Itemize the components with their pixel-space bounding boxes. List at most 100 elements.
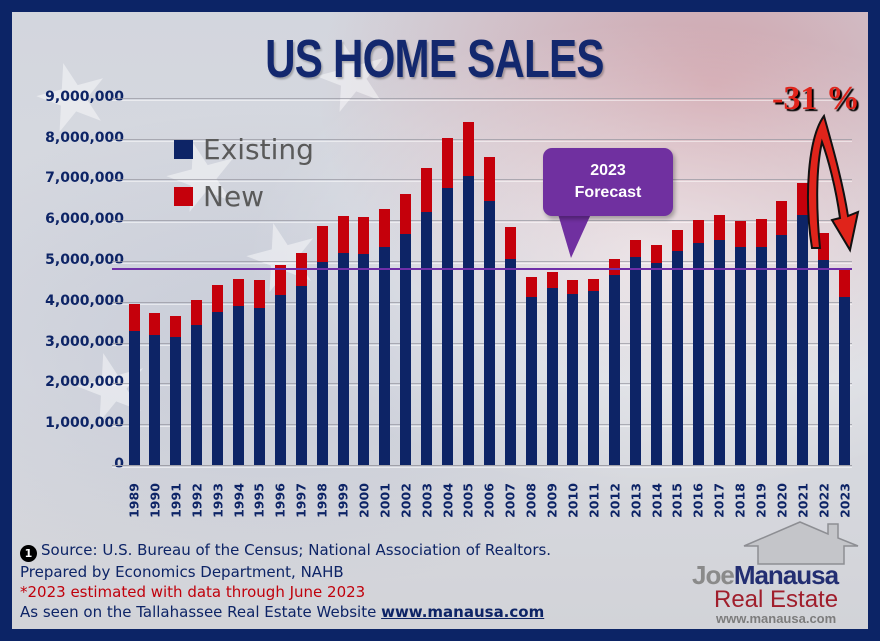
legend-item-existing: Existing <box>174 133 314 166</box>
bar-segment-existing <box>755 247 767 465</box>
x-axis-label: 1998 <box>314 483 330 518</box>
gridline <box>112 424 852 426</box>
bar-2003 <box>421 167 433 465</box>
bar-2018 <box>734 221 746 465</box>
y-axis-tick: 3,000,000 <box>45 333 124 350</box>
bar-segment-existing <box>671 250 683 465</box>
footnotes: 1 Source: U.S. Bureau of the Census; Nati… <box>20 540 551 622</box>
bar-segment-new <box>692 219 704 243</box>
x-axis-label: 2009 <box>544 483 560 518</box>
website-link[interactable]: www.manausa.com <box>381 603 545 621</box>
bar-segment-new <box>651 244 662 264</box>
callout-pointer <box>558 214 591 258</box>
bar-segment-new <box>128 303 140 332</box>
bar-2000 <box>358 216 370 465</box>
bar-2004 <box>442 138 453 465</box>
x-axis-label: 2022 <box>816 483 832 518</box>
x-axis-label: 2020 <box>774 483 790 518</box>
x-axis-label: 2017 <box>711 483 727 518</box>
bar-segment-existing <box>483 200 495 465</box>
bar-2019 <box>755 219 767 465</box>
bar-2007 <box>504 227 516 465</box>
x-axis-label: 1995 <box>251 483 267 518</box>
y-axis-tick: 7,000,000 <box>45 170 124 187</box>
bar-2001 <box>379 209 391 465</box>
gridline <box>112 220 852 222</box>
bar-segment-new <box>358 216 370 255</box>
down-arrow-icon <box>807 113 860 253</box>
footnote-badge: 1 <box>20 545 37 562</box>
y-axis-tick: 6,000,000 <box>45 211 124 228</box>
gridline <box>112 179 852 181</box>
bar-segment-existing <box>295 286 307 465</box>
x-axis-label: 2007 <box>502 483 518 518</box>
bar-1996 <box>274 265 286 465</box>
x-axis-label: 2013 <box>628 483 644 518</box>
bar-2008 <box>525 276 537 465</box>
bar-2012 <box>609 259 621 465</box>
bar-segment-existing <box>253 307 265 465</box>
bar-2023 <box>839 269 851 465</box>
estimate-note: *2023 estimated with data through June 2… <box>20 583 366 601</box>
bar-segment-existing <box>421 212 433 465</box>
bar-2021 <box>797 183 809 465</box>
bar-segment-existing <box>128 331 140 465</box>
x-axis-label: 1999 <box>335 483 351 518</box>
bar-segment-new <box>191 299 203 326</box>
bar-segment-new <box>776 201 788 235</box>
bar-segment-existing <box>776 234 788 465</box>
bar-1989 <box>128 303 140 465</box>
logo-url: www.manausa.com <box>716 611 837 626</box>
gridline <box>112 138 852 140</box>
bar-segment-new <box>442 138 453 189</box>
bar-2022 <box>818 233 830 465</box>
bar-segment-existing <box>316 262 328 465</box>
bar-segment-new <box>734 221 746 248</box>
legend-swatch-existing <box>174 140 193 159</box>
y-axis-tick: 9,000,000 <box>45 88 124 105</box>
y-axis-tick: 8,000,000 <box>45 129 124 146</box>
bar-1994 <box>233 278 244 465</box>
bar-segment-new <box>170 316 182 337</box>
bar-segment-existing <box>651 263 662 465</box>
gridline <box>112 301 852 303</box>
y-axis-tick: 4,000,000 <box>45 292 124 309</box>
x-axis-label: 1990 <box>147 483 163 518</box>
bar-2005 <box>462 121 474 465</box>
company-logo: JoeManausa Real Estate www.manausa.com <box>690 518 862 626</box>
bar-2016 <box>692 219 704 465</box>
x-axis-label: 2006 <box>481 483 497 518</box>
bar-1997 <box>295 252 307 465</box>
bar-segment-new <box>671 230 683 251</box>
x-axis-label: 2005 <box>460 483 476 518</box>
bar-2011 <box>588 278 600 465</box>
logo-name: JoeManausa <box>692 560 839 590</box>
x-axis-label: 1996 <box>272 483 288 518</box>
callout-year: 2023 <box>590 162 626 179</box>
bar-segment-new <box>233 278 244 307</box>
y-axis-tick: 0 <box>114 456 124 472</box>
bar-segment-existing <box>734 247 746 465</box>
x-axis-label: 2018 <box>732 483 748 518</box>
bar-segment-new <box>797 183 809 216</box>
y-axis-tick: 5,000,000 <box>45 252 124 268</box>
legend-label: New <box>203 180 265 213</box>
bar-segment-new <box>567 280 579 295</box>
bar-segment-existing <box>400 234 412 465</box>
bar-segment-existing <box>525 296 537 465</box>
gridline <box>112 261 852 262</box>
x-axis-label: 2021 <box>795 483 811 518</box>
bar-2020 <box>776 201 788 465</box>
y-axis-tick: 1,000,000 <box>45 415 124 432</box>
bar-1991 <box>170 316 182 465</box>
bar-segment-new <box>609 259 621 275</box>
bar-segment-existing <box>588 291 600 465</box>
bar-segment-existing <box>442 188 453 465</box>
bar-segment-existing <box>462 176 474 465</box>
callout-label: Forecast <box>574 184 642 201</box>
bar-segment-new <box>630 239 642 258</box>
bar-segment-new <box>253 280 265 308</box>
bar-2006 <box>483 156 495 465</box>
x-axis-label: 1991 <box>168 483 184 518</box>
x-axis-label: 2015 <box>669 483 685 518</box>
